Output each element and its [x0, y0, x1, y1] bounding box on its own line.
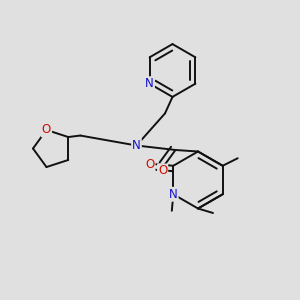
- Text: O: O: [158, 164, 167, 178]
- Text: O: O: [145, 158, 154, 171]
- Text: N: N: [169, 188, 178, 201]
- Text: N: N: [145, 77, 154, 90]
- Text: O: O: [42, 124, 51, 136]
- Text: N: N: [132, 139, 141, 152]
